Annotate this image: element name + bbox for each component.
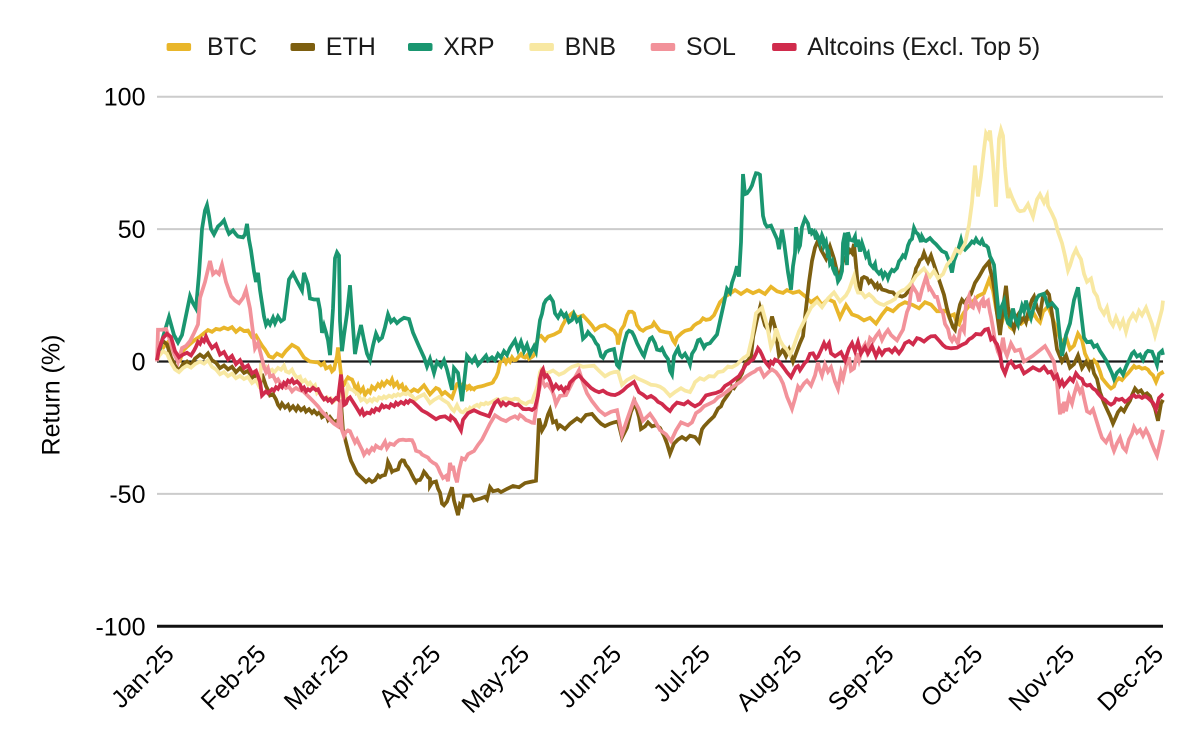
svg-text:100: 100: [104, 84, 146, 112]
svg-text:XRP: XRP: [443, 33, 494, 61]
svg-text:SOL: SOL: [686, 33, 736, 61]
svg-text:BTC: BTC: [207, 33, 257, 61]
svg-text:BNB: BNB: [565, 33, 616, 61]
svg-text:0: 0: [132, 349, 146, 377]
svg-text:50: 50: [118, 216, 146, 244]
svg-text:Altcoins (Excl. Top 5): Altcoins (Excl. Top 5): [807, 33, 1040, 61]
svg-text:Return (%): Return (%): [38, 335, 66, 456]
svg-text:-100: -100: [95, 613, 145, 641]
svg-text:ETH: ETH: [326, 33, 376, 61]
svg-text:-50: -50: [109, 481, 145, 509]
